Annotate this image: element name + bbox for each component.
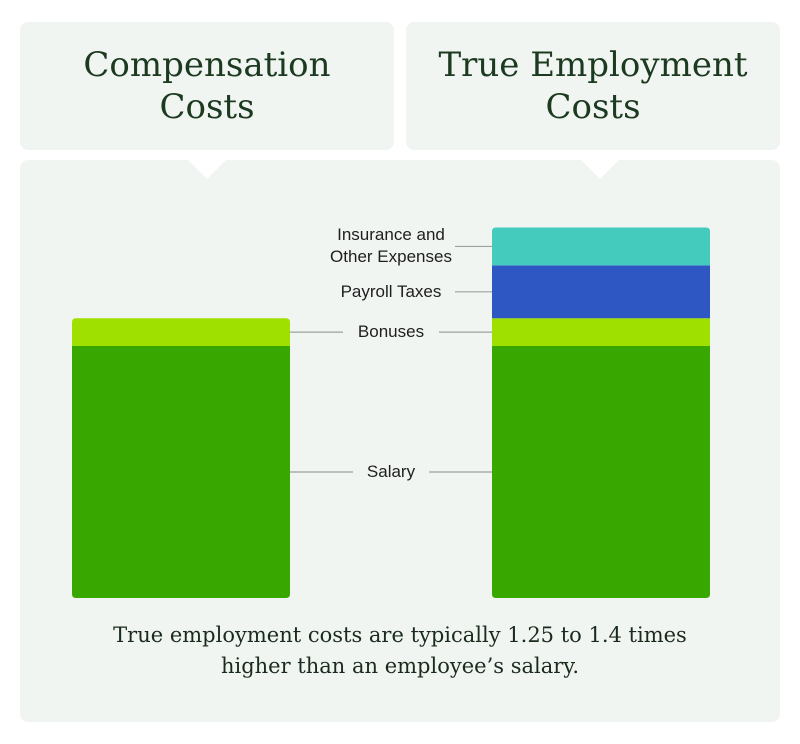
label-salary: Salary — [300, 461, 482, 483]
header-true-employment-costs: True Employment Costs — [406, 22, 780, 150]
bar-segment-salary-0 — [72, 346, 290, 598]
label-line: Insurance and — [337, 225, 445, 245]
label-line: Bonuses — [357, 322, 425, 342]
label-payroll-taxes: Payroll Taxes — [300, 281, 482, 303]
label-line: Other Expenses — [330, 247, 452, 267]
header-pointer-right — [580, 159, 620, 179]
bar-segment-salary-1 — [492, 346, 710, 598]
label-line: Salary — [366, 462, 416, 481]
leader-lines — [290, 245, 492, 473]
header-line: Costs — [159, 87, 255, 127]
caption-line: higher than an employee’s salary. — [220, 654, 580, 678]
header-panel-right — [406, 22, 780, 150]
header-compensation-costs: Compensation Costs — [20, 22, 394, 150]
label-insurance-and-other-expenses: Insurance and Other Expenses — [300, 224, 482, 268]
header-line: True Employment — [438, 45, 748, 85]
header-pointer-left — [187, 159, 227, 179]
header-line: Costs — [545, 87, 641, 127]
header-line: Compensation — [83, 45, 331, 85]
caption: True employment costs are typically 1.25… — [40, 620, 760, 682]
caption-line: True employment costs are typically 1.25… — [113, 623, 687, 647]
bar-segment-bonuses-0 — [72, 318, 290, 346]
bar-segment-insurance-and-other-expenses-1 — [492, 227, 710, 266]
header-panel-left — [20, 22, 394, 150]
bar-segment-bonuses-1 — [492, 318, 710, 346]
label-bonuses: Bonuses — [300, 321, 482, 343]
label-line: Payroll Taxes — [340, 281, 442, 301]
bars — [72, 227, 710, 598]
bar-segment-payroll-taxes-1 — [492, 265, 710, 319]
